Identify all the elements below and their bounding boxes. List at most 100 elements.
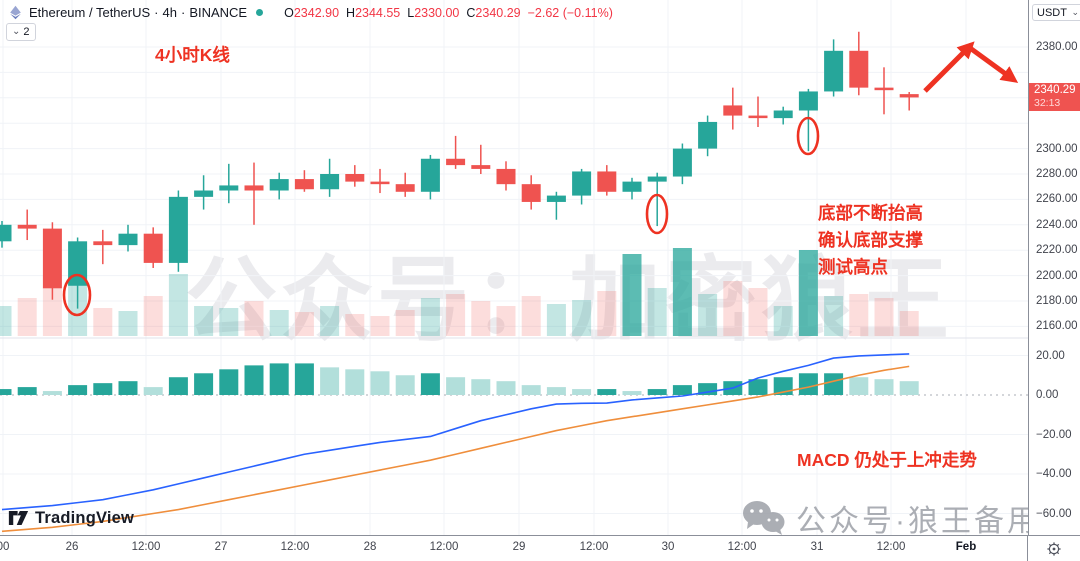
time-axis-label: 28 xyxy=(363,541,377,553)
time-axis-label: 12:00 xyxy=(727,541,757,553)
volume-bar xyxy=(597,291,617,336)
ethereum-icon xyxy=(10,5,21,20)
candle-body xyxy=(244,185,264,191)
macd-histogram-bar xyxy=(496,381,516,395)
candle-body xyxy=(395,184,415,192)
macd-histogram-bar xyxy=(698,383,718,395)
macd-histogram-bar xyxy=(824,373,844,395)
volume-bar xyxy=(723,281,743,336)
macd-histogram-bar xyxy=(68,385,88,395)
price-axis-label: −20.00 xyxy=(1036,428,1072,441)
annotation-bottom-support: 底部不断抬高 确认底部支撑 测试高点 xyxy=(818,200,923,281)
volume-bar xyxy=(546,304,566,336)
price-axis-label: −40.00 xyxy=(1036,468,1072,480)
macd-lines xyxy=(1,353,910,533)
macd-histogram-bar xyxy=(546,387,566,395)
volume-bar xyxy=(672,248,692,336)
macd-histogram-bar xyxy=(572,389,592,395)
candle-body xyxy=(546,195,566,202)
annotation-line: 测试高点 xyxy=(818,257,888,277)
volume-bar xyxy=(194,306,214,336)
close-value: 2340.29 xyxy=(475,5,521,20)
candle-body xyxy=(17,224,37,229)
macd-histogram-bar xyxy=(748,379,768,395)
time-axis-label: 12:00 xyxy=(429,541,459,553)
macd-histogram-bar xyxy=(395,375,415,395)
price-axis-label: 20.00 xyxy=(1036,349,1065,362)
macd-histogram-bar xyxy=(42,391,62,395)
volume-bar xyxy=(748,288,768,336)
high-label: H xyxy=(346,5,356,20)
volume-bar xyxy=(572,300,592,336)
volume-bar xyxy=(849,294,869,336)
tradingview-name: TradingView xyxy=(35,508,135,527)
macd-histogram-bar xyxy=(219,369,239,395)
candles-layer[interactable] xyxy=(0,31,919,309)
candle-body xyxy=(320,174,340,190)
macd-line xyxy=(1,353,910,511)
macd-histogram-bar xyxy=(899,381,919,395)
volume-bar xyxy=(118,311,138,336)
exchange-name[interactable]: BINANCE xyxy=(189,5,248,20)
candle-body xyxy=(194,190,214,197)
volume-bar xyxy=(622,254,642,336)
macd-histogram-bar xyxy=(597,389,617,395)
last-price-value: 2340.29 xyxy=(1034,84,1076,97)
market-status-dot[interactable] xyxy=(256,9,264,16)
price-axis-label: 2240.00 xyxy=(1036,218,1078,231)
volume-bar xyxy=(798,250,818,336)
volume-bar xyxy=(395,310,415,336)
macd-histogram-bar xyxy=(370,371,390,395)
drawing-annotations[interactable] xyxy=(62,41,1019,317)
low-label: L xyxy=(407,5,415,20)
trend-arrow-down xyxy=(968,45,1019,83)
candle-body xyxy=(42,228,62,289)
annotation-line: 确认底部支撑 xyxy=(818,230,923,250)
time-axis-label: 31 xyxy=(810,541,824,553)
candle-body xyxy=(471,165,491,169)
time-axis-label: 30 xyxy=(661,541,675,553)
symbol-name[interactable]: Ethereum / TetherUS xyxy=(29,5,151,20)
candle-body xyxy=(168,196,188,263)
interval-value[interactable]: 4h xyxy=(162,5,177,20)
indicators-collapse-button[interactable]: ⌄ 2 xyxy=(6,23,36,41)
candle-body xyxy=(723,105,743,116)
trend-arrow-up xyxy=(923,41,975,93)
macd-histogram-bar xyxy=(168,377,188,395)
price-axis-label: 2300.00 xyxy=(1036,142,1078,155)
volume-bar xyxy=(294,312,314,336)
currency-selector[interactable]: USDT ⌄ xyxy=(1032,4,1080,21)
price-axis-label: 2280.00 xyxy=(1036,168,1078,180)
volume-bar xyxy=(698,294,718,336)
time-axis-label: 27 xyxy=(214,541,228,553)
close-label: C xyxy=(466,5,476,20)
highlight-ellipse xyxy=(796,116,820,156)
candle-body xyxy=(698,121,718,149)
time-axis[interactable]: 00 26 12:00 27 12:00 28 12:00 29 12:00 30 12:00 31 1… xyxy=(0,535,1028,561)
candle-body xyxy=(219,185,239,191)
volume-bar xyxy=(446,294,466,336)
symbol-legend[interactable]: Ethereum / TetherUS · 4h · BINANCE O 234… xyxy=(8,5,613,20)
volume-bar xyxy=(345,314,365,336)
macd-histogram-bar xyxy=(320,367,340,395)
volume-bar xyxy=(320,306,340,336)
price-axis[interactable]: USDT ⌄ 2380.00 2300.00 2280.00 2260.00 2240.… xyxy=(1028,0,1080,536)
highlight-ellipse xyxy=(645,193,669,235)
volume-bar xyxy=(219,308,239,336)
volume-bar xyxy=(68,284,88,336)
tradingview-logo[interactable]: TradingView xyxy=(8,508,134,528)
candle-body xyxy=(143,233,163,263)
axis-settings-corner[interactable] xyxy=(1027,535,1080,561)
wechat-watermark: 公众号·狼王备用 xyxy=(742,496,1040,540)
volume-bar xyxy=(471,301,491,336)
volume-bar xyxy=(168,274,188,336)
macd-histogram-bar xyxy=(269,363,289,395)
candle-body xyxy=(773,110,793,119)
candle-body xyxy=(345,174,365,182)
time-axis-label: 26 xyxy=(65,541,79,553)
price-axis-label: 2220.00 xyxy=(1036,244,1078,257)
volume-bar xyxy=(874,298,894,336)
annotation-line: 底部不断抬高 xyxy=(818,203,923,223)
volume-bar xyxy=(93,308,113,336)
